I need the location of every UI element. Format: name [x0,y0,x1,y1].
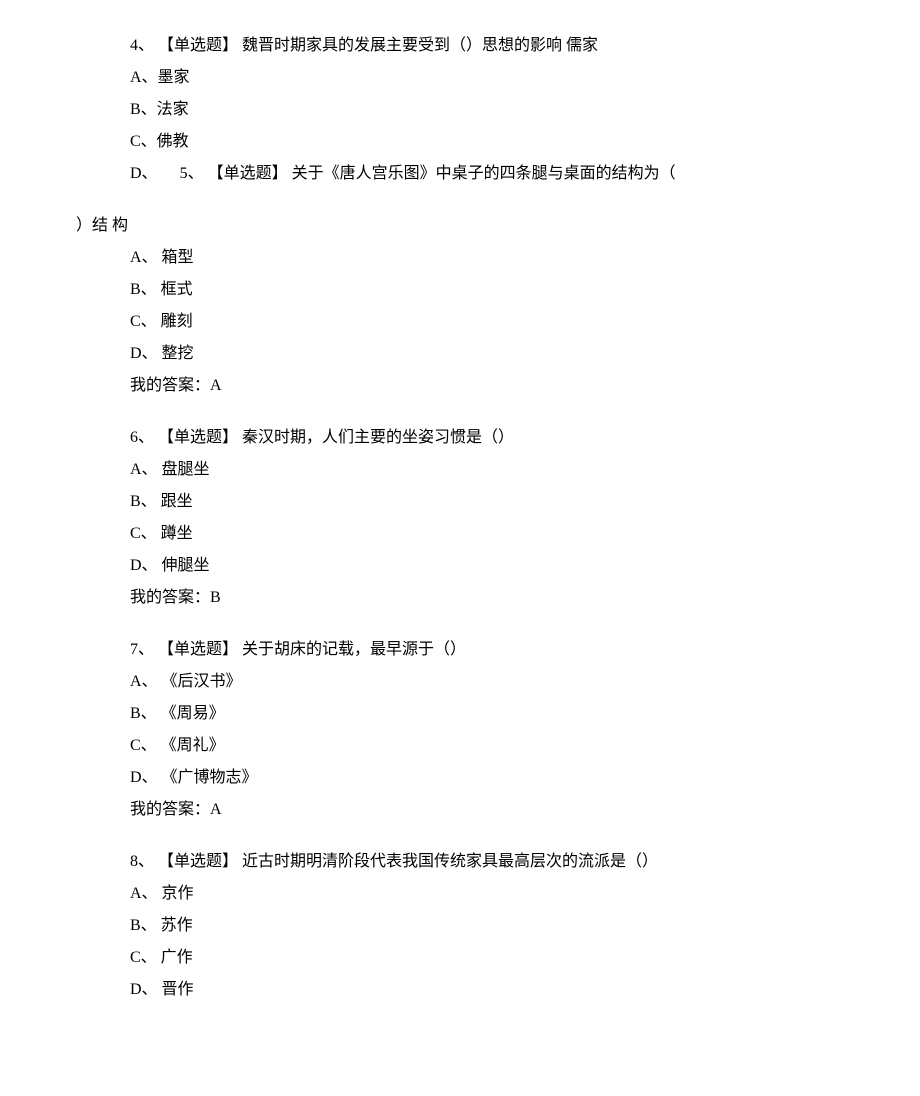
question-tag: 【单选题】 [158,853,238,870]
question-7-answer: 我的答案：A [130,794,830,826]
question-4-prompt: 4、 【单选题】 魏晋时期家具的发展主要受到（）思想的影响 儒家 [130,30,830,62]
question-7-option-a: A、 《后汉书》 [130,666,830,698]
question-4: 4、 【单选题】 魏晋时期家具的发展主要受到（）思想的影响 儒家 A、墨家 B、… [130,30,830,190]
question-8-option-b: B、 苏作 [130,910,830,942]
question-5-answer: 我的答案：A [130,370,830,402]
question-number: 7、 [130,641,154,658]
question-number: 6、 [130,429,154,446]
question-7-option-d: D、 《广博物志》 [130,762,830,794]
question-text: 秦汉时期，人们主要的坐姿习惯是（） [242,429,514,446]
question-5-tag: 【单选题】 [208,165,288,182]
question-8-prompt: 8、 【单选题】 近古时期明清阶段代表我国传统家具最高层次的流派是（） [130,846,830,878]
question-6-answer: 我的答案：B [130,582,830,614]
question-6-prompt: 6、 【单选题】 秦汉时期，人们主要的坐姿习惯是（） [130,422,830,454]
question-5-text-line2: ）结 构 [76,210,830,242]
question-5-number: 5、 [180,165,204,182]
question-6-option-d: D、 伸腿坐 [130,550,830,582]
question-text: 关于胡床的记载，最早源于（） [242,641,466,658]
question-5-text-line1: 关于《唐人宫乐图》中桌子的四条腿与桌面的结构为（ [292,165,676,182]
question-4-option-d-and-q5-start: D、 5、 【单选题】 关于《唐人宫乐图》中桌子的四条腿与桌面的结构为（ [130,158,830,190]
question-8: 8、 【单选题】 近古时期明清阶段代表我国传统家具最高层次的流派是（） A、 京… [130,846,830,1006]
question-6-option-b: B、 跟坐 [130,486,830,518]
question-text: 魏晋时期家具的发展主要受到（）思想的影响 儒家 [242,37,598,54]
question-5-option-c: C、 雕刻 [130,306,830,338]
question-4-option-c: C、佛教 [130,126,830,158]
question-7-option-c: C、 《周礼》 [130,730,830,762]
question-8-option-d: D、 晋作 [130,974,830,1006]
question-8-option-c: C、 广作 [130,942,830,974]
question-7-prompt: 7、 【单选题】 关于胡床的记载，最早源于（） [130,634,830,666]
question-8-option-a: A、 京作 [130,878,830,910]
question-6-option-a: A、 盘腿坐 [130,454,830,486]
question-5-option-d: D、 整挖 [130,338,830,370]
question-tag: 【单选题】 [158,429,238,446]
question-7-option-b: B、 《周易》 [130,698,830,730]
question-7: 7、 【单选题】 关于胡床的记载，最早源于（） A、 《后汉书》 B、 《周易》… [130,634,830,826]
question-tag: 【单选题】 [158,641,238,658]
question-5-option-a: A、 箱型 [130,242,830,274]
question-4-option-a: A、墨家 [130,62,830,94]
question-5-option-b: B、 框式 [130,274,830,306]
question-text: 近古时期明清阶段代表我国传统家具最高层次的流派是（） [242,853,658,870]
question-tag: 【单选题】 [158,37,238,54]
question-4-option-d: D、 [130,165,158,182]
question-number: 8、 [130,853,154,870]
question-4-option-b: B、法家 [130,94,830,126]
question-6: 6、 【单选题】 秦汉时期，人们主要的坐姿习惯是（） A、 盘腿坐 B、 跟坐 … [130,422,830,614]
question-5: ）结 构 A、 箱型 B、 框式 C、 雕刻 D、 整挖 我的答案：A [130,210,830,402]
question-number: 4、 [130,37,154,54]
question-6-option-c: C、 蹲坐 [130,518,830,550]
